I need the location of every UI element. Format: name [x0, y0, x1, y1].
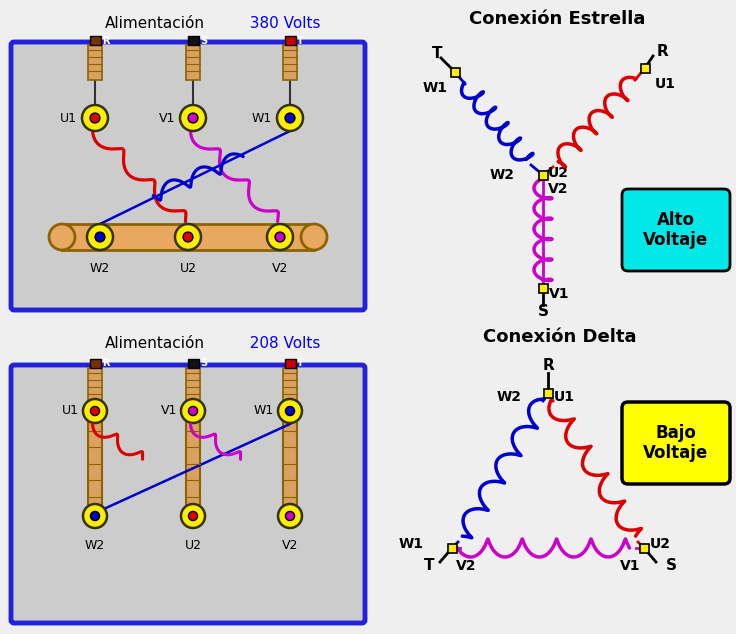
Text: V1: V1 [549, 287, 570, 301]
Text: 380 Volts: 380 Volts [240, 16, 320, 32]
Bar [90, 36, 101, 45]
Text: U1: U1 [655, 77, 676, 91]
Text: T: T [297, 36, 304, 46]
Circle shape [83, 504, 107, 528]
Circle shape [49, 224, 75, 250]
Circle shape [277, 105, 303, 131]
Circle shape [275, 232, 285, 242]
Bar [640, 543, 648, 552]
Circle shape [286, 512, 294, 521]
Bar [447, 543, 456, 552]
Circle shape [181, 399, 205, 423]
Text: W1: W1 [399, 537, 424, 551]
Circle shape [91, 406, 99, 415]
FancyBboxPatch shape [11, 42, 365, 310]
Text: Alto
Voltaje: Alto Voltaje [643, 210, 709, 249]
Text: V1: V1 [160, 404, 177, 418]
Text: Bajo
Voltaje: Bajo Voltaje [643, 424, 709, 462]
Circle shape [301, 224, 327, 250]
FancyBboxPatch shape [622, 402, 730, 484]
Text: R: R [657, 44, 669, 60]
Text: U2: U2 [650, 537, 671, 551]
Bar [88, 368, 102, 403]
Bar [283, 368, 297, 403]
Circle shape [285, 113, 295, 123]
Circle shape [90, 113, 100, 123]
Text: U2: U2 [185, 539, 202, 552]
Circle shape [286, 406, 294, 415]
Text: W2: W2 [497, 390, 522, 404]
Text: W1: W1 [254, 404, 274, 418]
Text: T: T [297, 358, 304, 368]
Text: T: T [432, 46, 442, 61]
Bar [188, 359, 199, 368]
Text: V2: V2 [548, 182, 568, 196]
Circle shape [87, 224, 113, 250]
Text: R: R [102, 36, 110, 46]
Text: V1: V1 [159, 112, 175, 124]
Text: W2: W2 [490, 168, 515, 182]
Text: W1: W1 [422, 81, 447, 95]
Text: S: S [666, 559, 677, 574]
Bar [283, 45, 297, 80]
Text: U1: U1 [554, 390, 575, 404]
Bar [188, 36, 199, 45]
Text: Alimentación: Alimentación [105, 16, 205, 32]
Text: W2: W2 [90, 262, 110, 275]
Bar [539, 283, 548, 292]
Bar [283, 406, 297, 521]
Circle shape [175, 224, 201, 250]
Bar [88, 406, 102, 521]
Text: Conexión Estrella: Conexión Estrella [469, 10, 645, 28]
Text: U1: U1 [60, 112, 77, 124]
Circle shape [82, 105, 108, 131]
Circle shape [181, 504, 205, 528]
Text: V2: V2 [282, 539, 298, 552]
Text: U2: U2 [180, 262, 197, 275]
Circle shape [188, 512, 197, 521]
Text: Alimentación: Alimentación [105, 337, 205, 351]
Text: R: R [102, 358, 110, 368]
Circle shape [83, 399, 107, 423]
Circle shape [91, 512, 99, 521]
Bar [543, 389, 553, 398]
Bar [539, 171, 548, 179]
Bar [186, 368, 200, 403]
Bar [62, 224, 314, 250]
Text: S: S [200, 36, 207, 46]
Bar [88, 45, 102, 80]
Circle shape [188, 406, 197, 415]
Text: 208 Volts: 208 Volts [240, 337, 320, 351]
Text: S: S [200, 358, 207, 368]
Text: T: T [423, 559, 434, 574]
Bar [450, 67, 459, 77]
Bar [186, 45, 200, 80]
Text: W2: W2 [85, 539, 105, 552]
Bar [285, 359, 295, 368]
Circle shape [188, 113, 198, 123]
FancyBboxPatch shape [622, 189, 730, 271]
Text: V1: V1 [620, 559, 640, 573]
Bar [640, 63, 649, 72]
Bar [90, 359, 101, 368]
Text: V2: V2 [456, 559, 476, 573]
Text: U2: U2 [548, 166, 569, 180]
Bar [285, 36, 295, 45]
Circle shape [95, 232, 105, 242]
Circle shape [180, 105, 206, 131]
Circle shape [183, 232, 193, 242]
Text: S: S [537, 304, 548, 320]
Bar [186, 406, 200, 521]
Text: V2: V2 [272, 262, 289, 275]
Text: R: R [542, 358, 554, 373]
Text: W1: W1 [252, 112, 272, 124]
Circle shape [267, 224, 293, 250]
Text: Conexión Delta: Conexión Delta [484, 328, 637, 346]
Circle shape [278, 504, 302, 528]
Circle shape [278, 399, 302, 423]
Text: U1: U1 [62, 404, 79, 418]
FancyBboxPatch shape [11, 365, 365, 623]
